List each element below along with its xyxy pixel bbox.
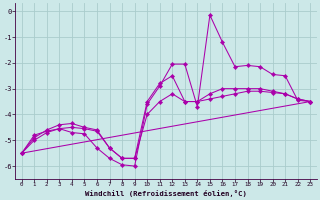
X-axis label: Windchill (Refroidissement éolien,°C): Windchill (Refroidissement éolien,°C)	[85, 190, 247, 197]
